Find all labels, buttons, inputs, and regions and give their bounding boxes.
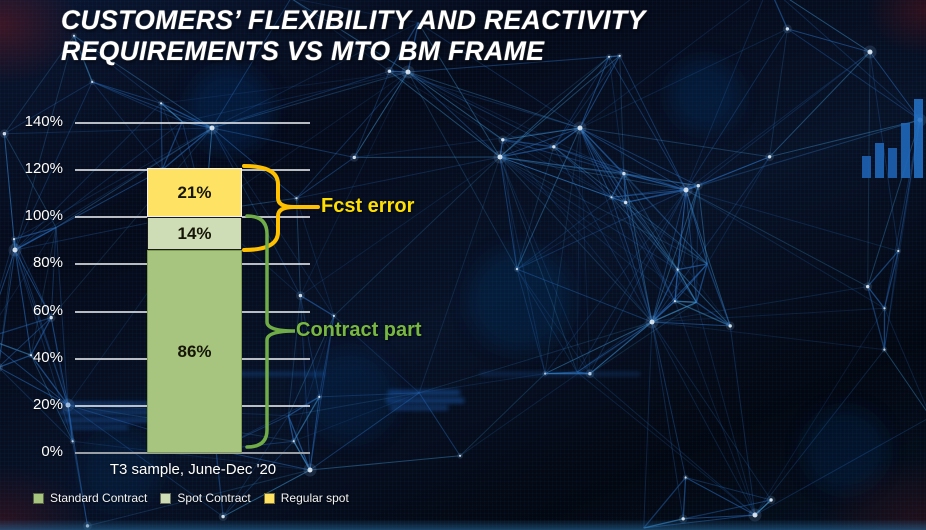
chart-legend: Standard Contract Spot Contract Regular sp… [33, 491, 349, 505]
legend-swatch [160, 492, 172, 504]
legend-item: Regular spot [263, 491, 349, 505]
legend-item: Standard Contract [33, 491, 147, 505]
legend-swatch [33, 492, 44, 504]
legend-swatch [263, 492, 275, 504]
annotation-contract-part: Contract part [296, 319, 422, 341]
title-line-2: REQUIREMENTS VS MTO BM FRAME [61, 35, 545, 66]
page-title: CUSTOMERS’ FLEXIBILITY AND REACTIVITY REQ… [61, 5, 781, 66]
annotation-fcst-error: Fcst error [321, 195, 415, 217]
legend-label: Standard Contract [50, 491, 148, 505]
legend-item: Spot Contract [160, 491, 251, 505]
legend-label: Regular spot [280, 491, 349, 505]
title-line-1: CUSTOMERS’ FLEXIBILITY AND REACTIVITY [61, 5, 646, 35]
legend-label: Spot Contract [177, 491, 251, 505]
fcst-error-brace [242, 164, 320, 252]
